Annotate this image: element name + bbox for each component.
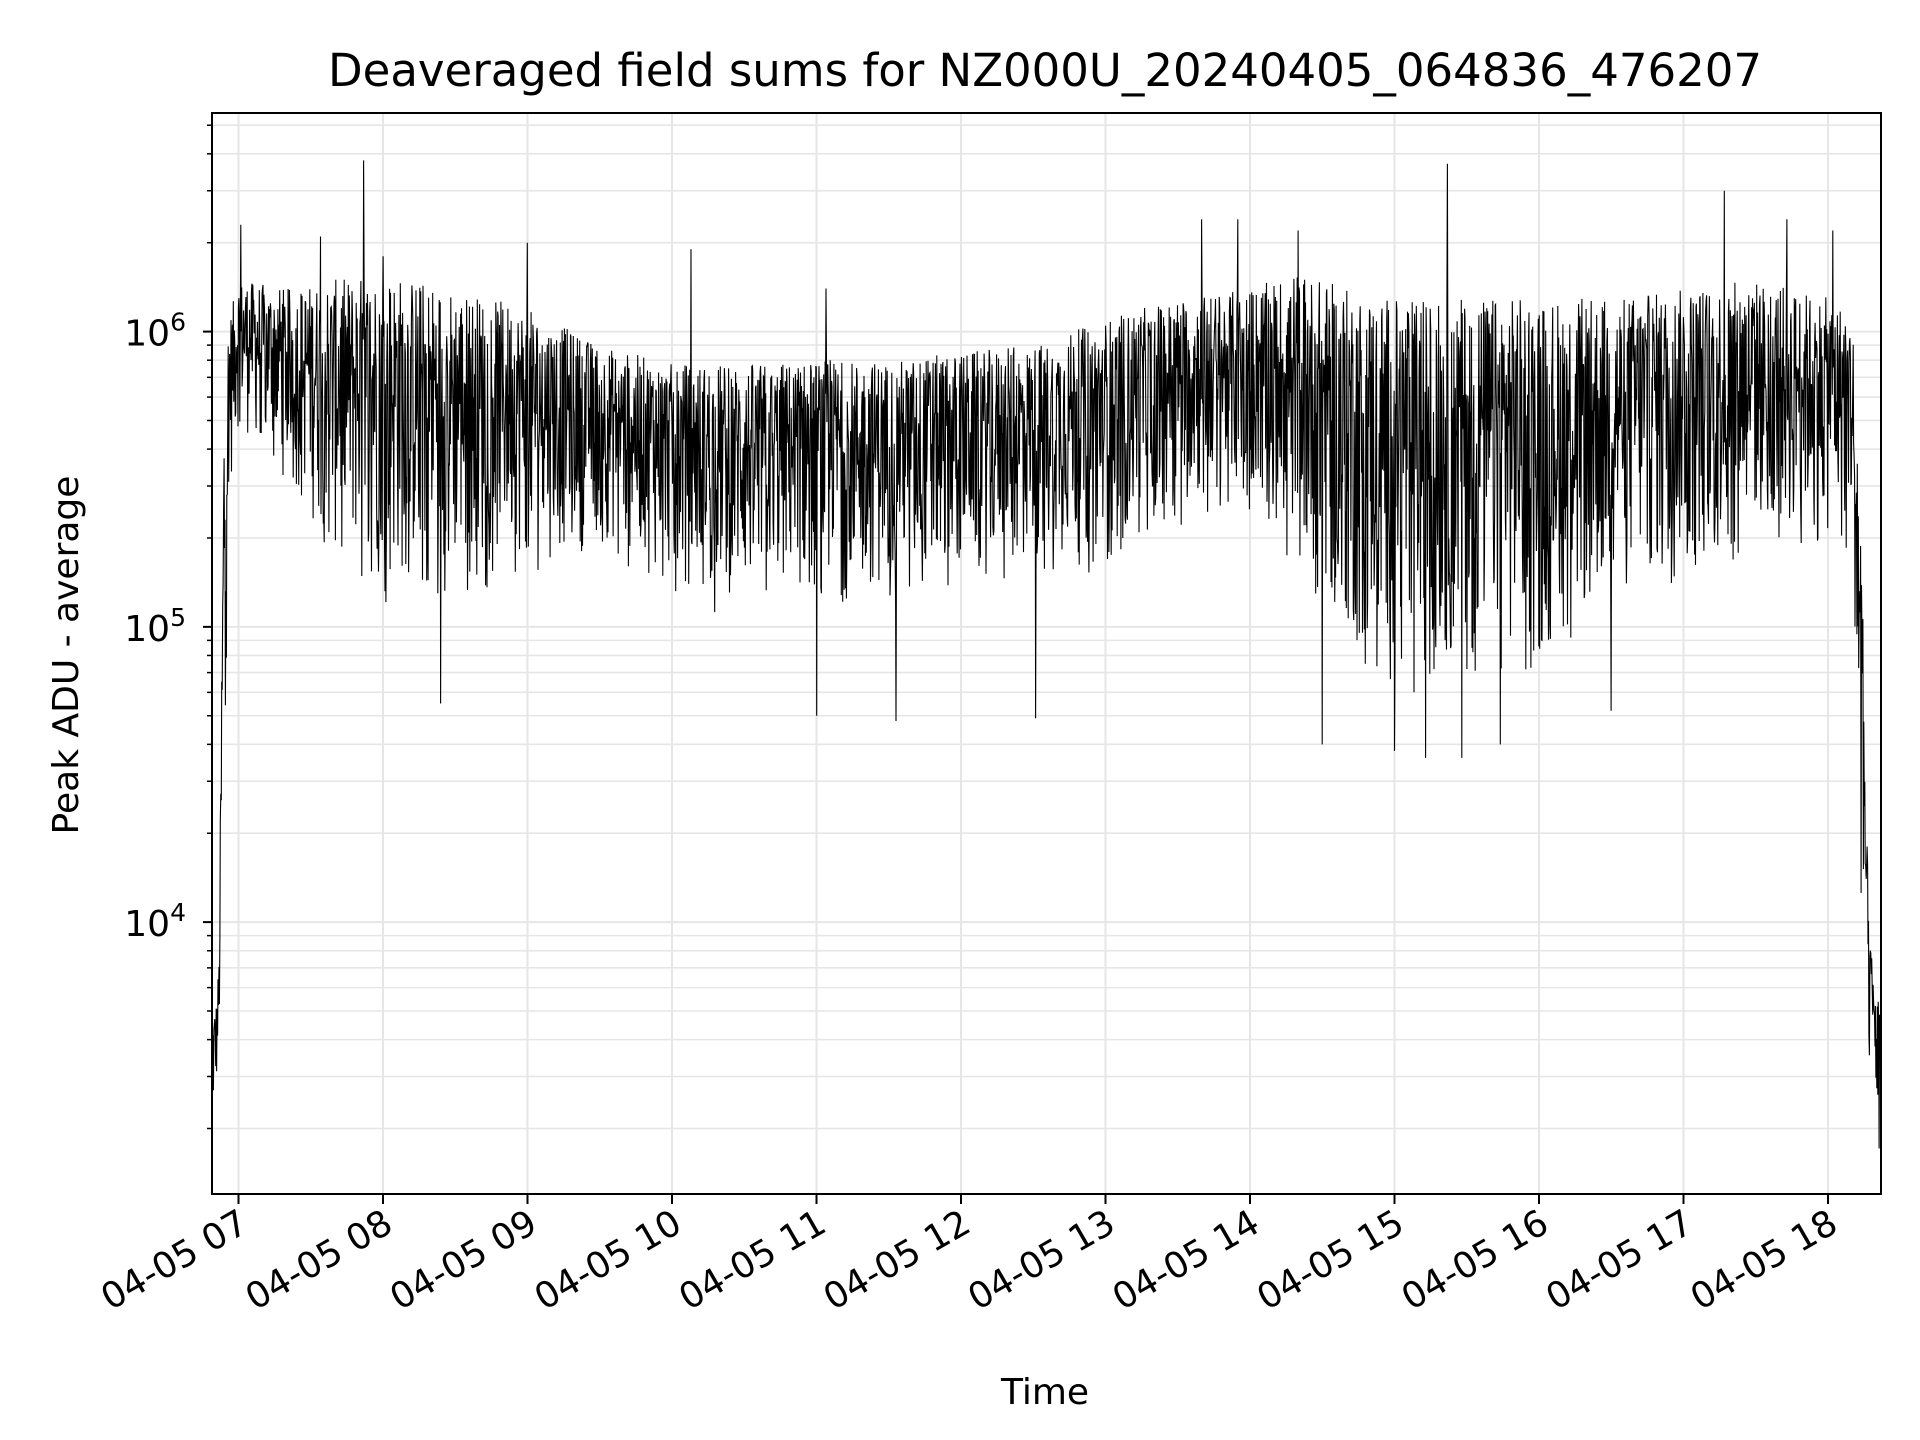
y-tick-label-base: 10 [124, 904, 170, 945]
y-tick-label-exponent: 6 [170, 308, 186, 337]
y-tick-label-exponent: 5 [170, 603, 186, 632]
chart-title: Deaveraged field sums for NZ000U_2024040… [328, 44, 1762, 97]
y-axis-label: Peak ADU - average [46, 476, 87, 835]
y-tick-label-exponent: 4 [170, 898, 186, 927]
y-tick-label-base: 10 [124, 609, 170, 650]
series-line [212, 160, 1881, 1149]
plot-frame [211, 112, 1882, 1195]
x-axis-label: Time [1000, 1372, 1089, 1413]
y-tick-label: 105 [124, 603, 186, 650]
y-tick-label: 104 [124, 898, 186, 945]
y-tick-label: 106 [124, 308, 186, 355]
y-tick-label-base: 10 [124, 314, 170, 355]
series [212, 160, 1881, 1149]
